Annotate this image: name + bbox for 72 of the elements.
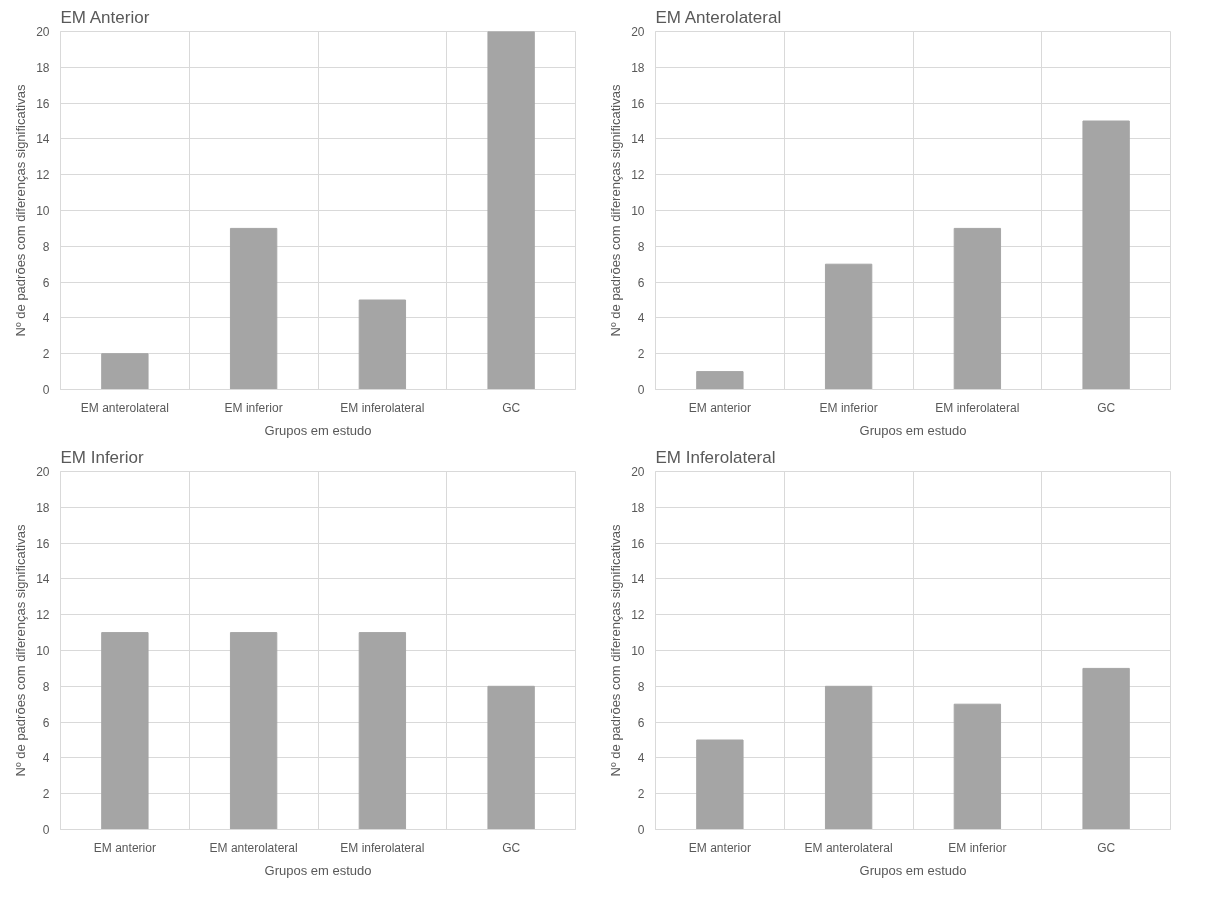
y-tick-label: 20 — [36, 25, 50, 39]
x-tick-label: EM anterolateral — [80, 400, 169, 415]
y-tick-label: 18 — [631, 500, 645, 515]
y-tick-label: 12 — [631, 608, 645, 623]
y-tick-label: 14 — [36, 132, 50, 147]
y-tick-label: 4 — [42, 311, 50, 326]
y-tick-label: 16 — [631, 96, 645, 111]
x-tick-label: EM anterolateral — [804, 840, 893, 855]
y-tick-label: 4 — [637, 751, 645, 766]
x-tick-label: EM inferior — [819, 400, 878, 415]
chart-title: EM Anterolateral — [655, 7, 782, 27]
x-axis-title: Grupos em estudo — [859, 422, 967, 438]
x-tick-label: EM inferolateral — [340, 400, 425, 415]
y-tick-label: 16 — [631, 536, 645, 551]
x-tick-label: GC — [1097, 840, 1116, 855]
y-tick-label: 18 — [631, 60, 645, 75]
y-tick-label: 6 — [42, 715, 50, 730]
x-axis-title: Grupos em estudo — [264, 422, 372, 438]
y-tick-label: 2 — [637, 787, 645, 802]
x-tick-label: EM inferior — [224, 400, 283, 415]
y-tick-label: 2 — [637, 347, 645, 362]
chart-title: EM Inferolateral — [655, 447, 776, 467]
y-tick-label: 4 — [42, 751, 50, 766]
y-tick-label: 10 — [36, 644, 50, 658]
y-tick-label: 0 — [637, 823, 645, 837]
x-tick-label: GC — [502, 840, 521, 855]
y-tick-label: 6 — [637, 275, 645, 290]
chart-title: EM Anterior — [60, 7, 150, 27]
x-tick-label: EM inferolateral — [935, 400, 1020, 415]
y-tick-label: 0 — [637, 383, 645, 397]
x-tick-label: EM anterior — [688, 400, 751, 415]
y-tick-label: 14 — [631, 572, 645, 587]
y-tick-label: 6 — [42, 275, 50, 290]
x-tick-label: EM inferior — [948, 840, 1007, 855]
y-tick-label: 0 — [42, 823, 50, 837]
chart-title: EM Inferior — [60, 447, 144, 467]
y-tick-label: 12 — [36, 608, 50, 623]
y-tick-label: 14 — [631, 132, 645, 147]
y-tick-label: 14 — [36, 572, 50, 587]
y-tick-label: 8 — [42, 679, 50, 694]
x-tick-label: GC — [1097, 400, 1116, 415]
x-tick-label: EM anterolateral — [209, 840, 298, 855]
y-tick-label: 20 — [631, 465, 645, 479]
y-tick-label: 16 — [36, 536, 50, 551]
y-axis-title: Nº de padrões com diferenças significativas — [13, 84, 29, 337]
x-tick-label: GC — [502, 400, 521, 415]
y-tick-label: 12 — [631, 168, 645, 183]
y-tick-label: 18 — [36, 60, 50, 75]
x-tick-label: EM anterior — [93, 840, 156, 855]
y-axis-title: Nº de padrões com diferenças significativas — [608, 84, 624, 337]
y-tick-label: 10 — [631, 204, 645, 218]
y-tick-label: 16 — [36, 96, 50, 111]
y-tick-label: 8 — [42, 239, 50, 254]
x-tick-label: EM inferolateral — [340, 840, 425, 855]
y-tick-label: 10 — [36, 204, 50, 218]
y-tick-label: 10 — [631, 644, 645, 658]
y-axis-title: Nº de padrões com diferenças significativas — [608, 524, 624, 777]
y-tick-label: 8 — [637, 679, 645, 694]
y-tick-label: 20 — [631, 25, 645, 39]
y-tick-label: 2 — [42, 347, 50, 362]
x-axis-title: Grupos em estudo — [859, 862, 967, 878]
y-tick-label: 20 — [36, 465, 50, 479]
y-tick-label: 12 — [36, 168, 50, 183]
x-tick-label: EM anterior — [688, 840, 751, 855]
y-tick-label: 2 — [42, 787, 50, 802]
y-tick-label: 8 — [637, 239, 645, 254]
x-axis-title: Grupos em estudo — [264, 862, 372, 878]
y-tick-label: 0 — [42, 383, 50, 397]
y-tick-label: 18 — [36, 500, 50, 515]
y-tick-label: 6 — [637, 715, 645, 730]
y-axis-title: Nº de padrões com diferenças significativas — [13, 524, 29, 777]
y-tick-label: 4 — [637, 311, 645, 326]
